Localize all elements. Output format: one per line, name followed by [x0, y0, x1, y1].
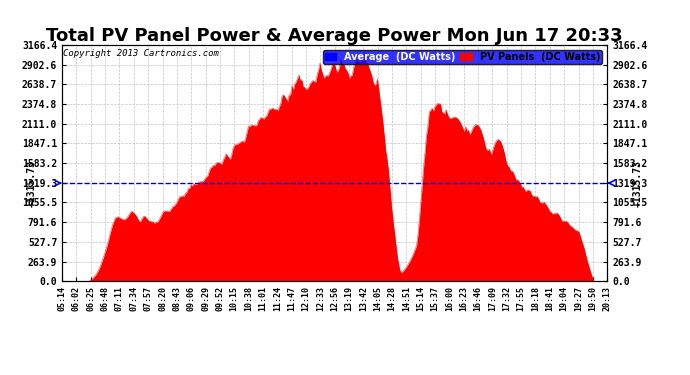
Text: +1315.73: +1315.73 [27, 160, 37, 207]
Text: +1315.73: +1315.73 [632, 160, 642, 207]
Text: Copyright 2013 Cartronics.com: Copyright 2013 Cartronics.com [63, 48, 219, 57]
Title: Total PV Panel Power & Average Power Mon Jun 17 20:33: Total PV Panel Power & Average Power Mon… [46, 27, 623, 45]
Legend: Average  (DC Watts), PV Panels  (DC Watts): Average (DC Watts), PV Panels (DC Watts) [323, 50, 602, 64]
